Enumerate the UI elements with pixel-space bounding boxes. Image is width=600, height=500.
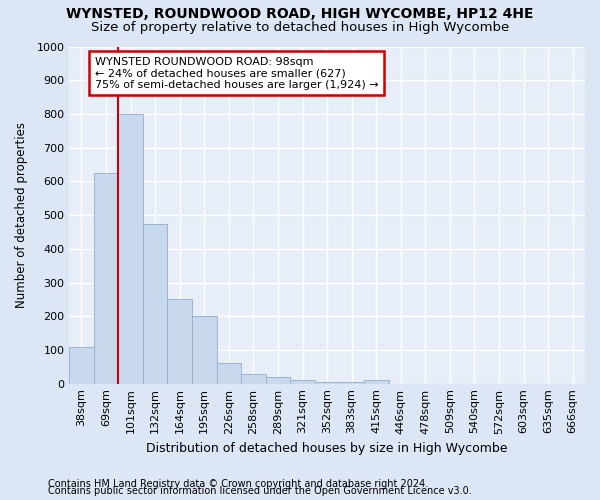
Bar bbox=[364, 380, 389, 384]
Bar bbox=[266, 377, 290, 384]
X-axis label: Distribution of detached houses by size in High Wycombe: Distribution of detached houses by size … bbox=[146, 442, 508, 455]
Bar bbox=[340, 382, 364, 384]
Text: WYNSTED ROUNDWOOD ROAD: 98sqm
← 24% of detached houses are smaller (627)
75% of : WYNSTED ROUNDWOOD ROAD: 98sqm ← 24% of d… bbox=[95, 56, 379, 90]
Bar bbox=[118, 114, 143, 384]
Text: Contains HM Land Registry data © Crown copyright and database right 2024.: Contains HM Land Registry data © Crown c… bbox=[48, 479, 428, 489]
Text: Contains public sector information licensed under the Open Government Licence v3: Contains public sector information licen… bbox=[48, 486, 472, 496]
Bar bbox=[315, 382, 340, 384]
Bar bbox=[217, 364, 241, 384]
Bar bbox=[143, 224, 167, 384]
Y-axis label: Number of detached properties: Number of detached properties bbox=[15, 122, 28, 308]
Text: Size of property relative to detached houses in High Wycombe: Size of property relative to detached ho… bbox=[91, 21, 509, 34]
Bar bbox=[290, 380, 315, 384]
Bar bbox=[192, 316, 217, 384]
Bar bbox=[167, 300, 192, 384]
Text: WYNSTED, ROUNDWOOD ROAD, HIGH WYCOMBE, HP12 4HE: WYNSTED, ROUNDWOOD ROAD, HIGH WYCOMBE, H… bbox=[66, 8, 534, 22]
Bar bbox=[69, 346, 94, 384]
Bar bbox=[241, 374, 266, 384]
Bar bbox=[94, 173, 118, 384]
